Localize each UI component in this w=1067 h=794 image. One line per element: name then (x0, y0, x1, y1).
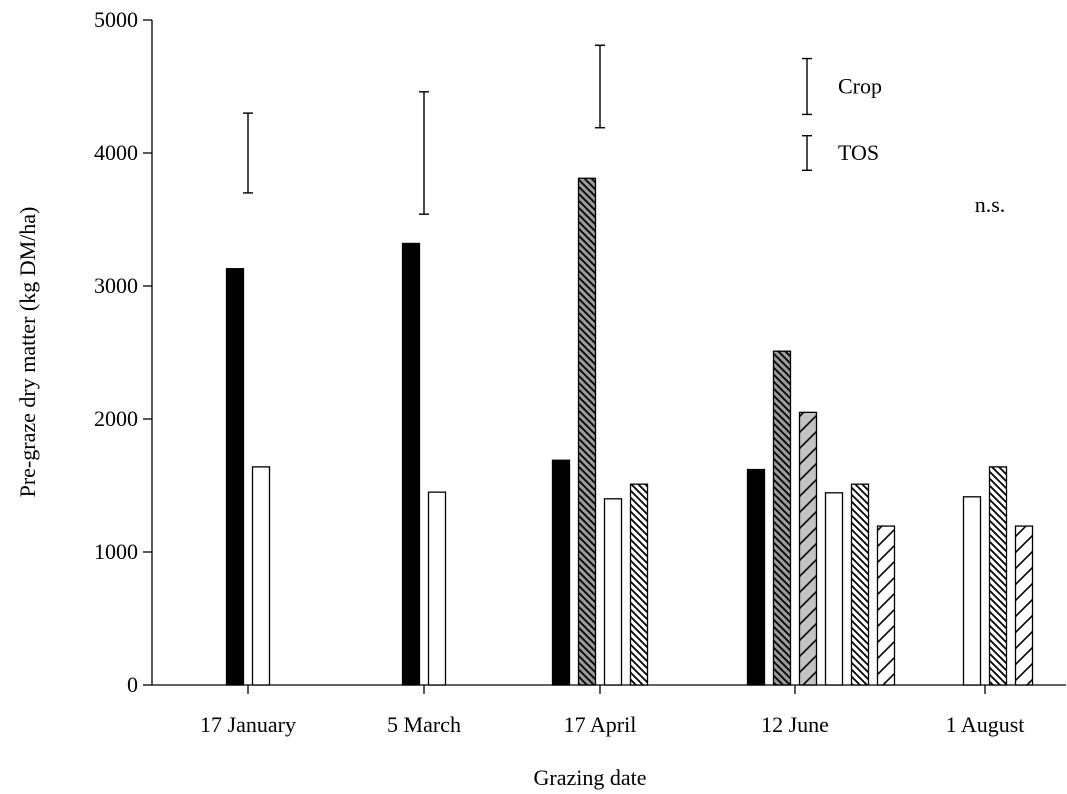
y-tick-label: 3000 (94, 273, 138, 298)
legend-label: TOS (838, 140, 879, 165)
error-bars (243, 44, 605, 215)
bars (225, 177, 1034, 686)
x-tick-label: 12 June (761, 712, 829, 737)
bar-white (824, 492, 844, 686)
bar-solid-black (551, 459, 571, 686)
error-bar (595, 44, 605, 129)
error-bar (243, 112, 253, 194)
axes: 0 1000 2000 3000 4000 5000 17 January 5 March 17… (94, 7, 1066, 737)
bar-dense-hatch (988, 466, 1008, 686)
bar-solid-black (401, 242, 421, 686)
y-tick-label: 4000 (94, 140, 138, 165)
legend: Crop TOS (802, 57, 882, 171)
bar-white (251, 466, 271, 686)
y-tick-label: 1000 (94, 539, 138, 564)
legend-label: Crop (838, 74, 882, 99)
x-axis-label: Grazing date (534, 765, 647, 790)
bar-white (427, 491, 447, 686)
y-tick-label: 5000 (94, 7, 138, 32)
y-tick-label: 0 (127, 672, 138, 697)
error-bar (419, 91, 429, 215)
legend-error-bar (802, 135, 812, 171)
x-tick-label: 17 April (564, 712, 637, 737)
ns-annotation: n.s. (975, 192, 1006, 217)
legend-error-bar (802, 57, 812, 116)
x-tick-label: 1 August (946, 712, 1025, 737)
bar-grey-dense-hatch (772, 350, 792, 686)
y-tick-label: 2000 (94, 406, 138, 431)
bar-wide-hatch (1014, 525, 1034, 686)
x-tick-label: 17 January (200, 712, 296, 737)
bar-solid-black (746, 468, 766, 686)
x-tick-label: 5 March (387, 712, 461, 737)
bar-dense-hatch (629, 483, 649, 686)
bar-grey-dense-hatch (577, 177, 597, 686)
bar-white (603, 498, 623, 686)
y-axis-label: Pre-graze dry matter (kg DM/ha) (15, 207, 40, 498)
bar-dense-hatch (850, 483, 870, 686)
bar-wide-hatch (876, 525, 896, 686)
bar-white (962, 496, 982, 686)
bar-solid-black (225, 268, 245, 686)
bar-grey-wide-hatch (798, 411, 818, 686)
